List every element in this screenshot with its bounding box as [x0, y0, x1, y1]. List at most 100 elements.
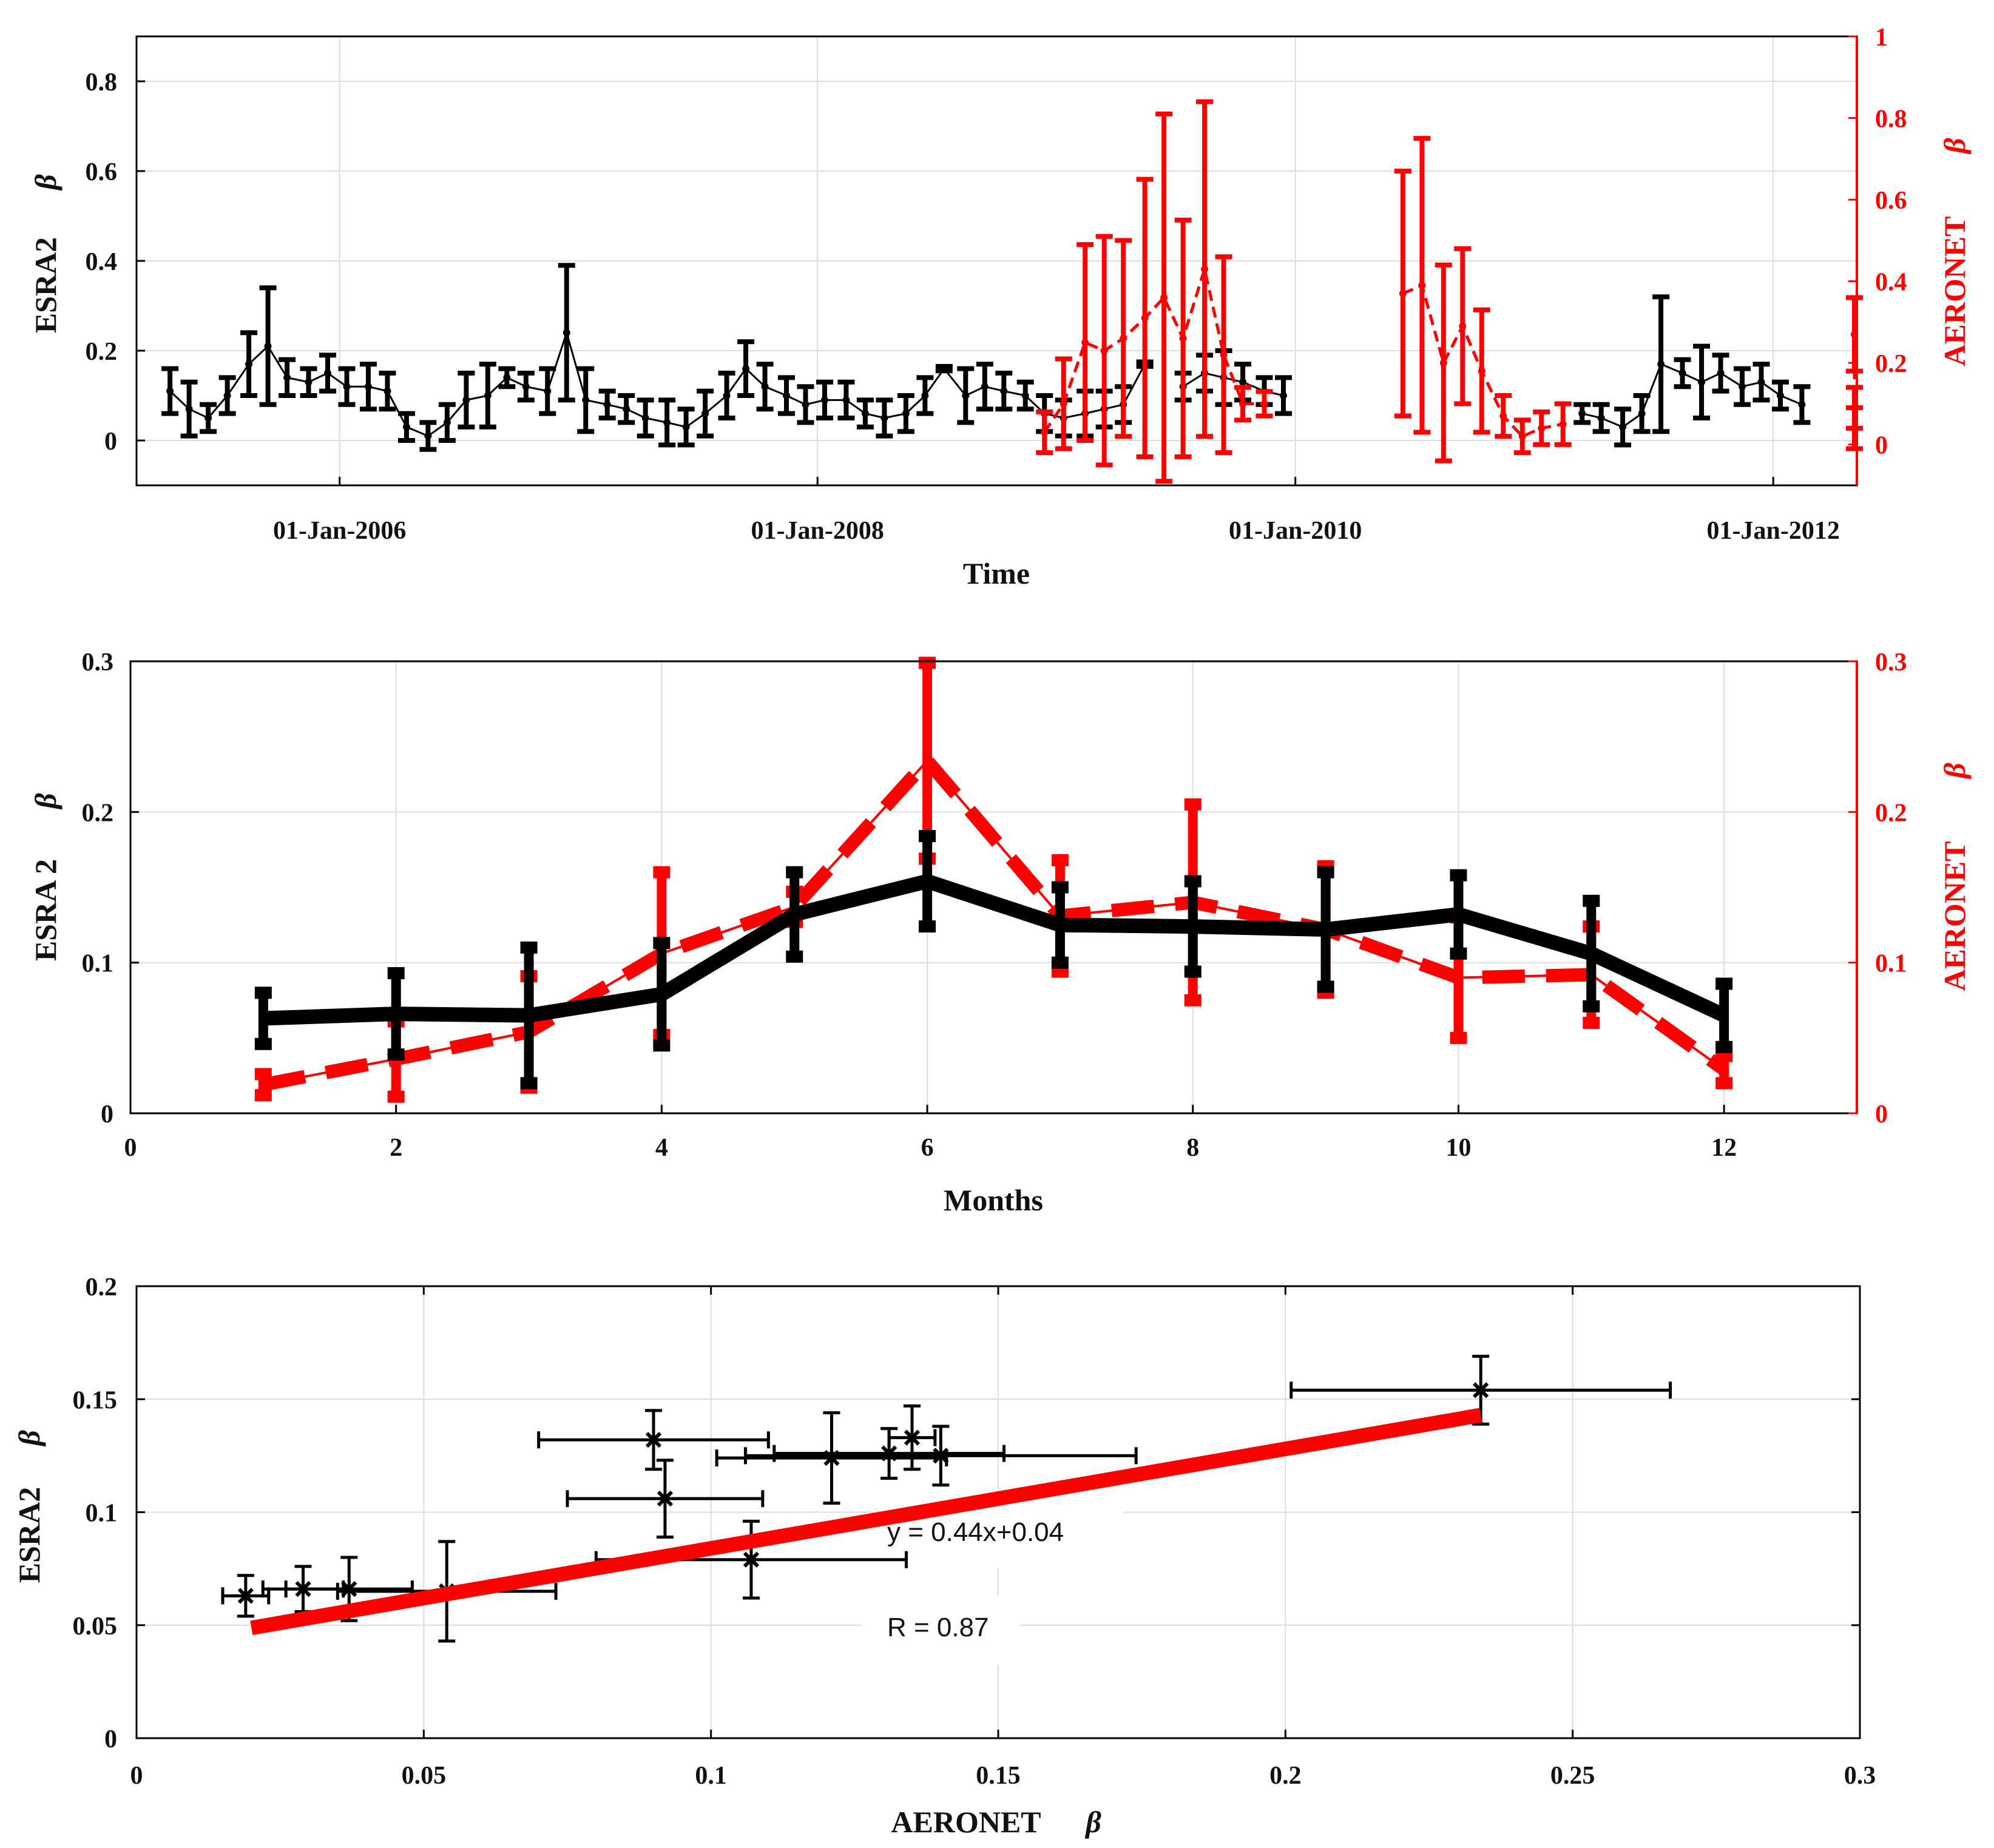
top-y-ticks-right: 0 0.2 0.4 0.6 0.8 1: [1848, 24, 1907, 460]
point-marker-5: [657, 1491, 674, 1507]
top-esra2-point-1-5: [1280, 392, 1287, 399]
middle-y-axis-label-left: ESRA 2 β: [29, 793, 63, 961]
top-esra2-point-0-2: [204, 414, 212, 422]
middle-esra2-cap-bottom-0: [254, 1037, 272, 1050]
top-esra2-point-0-39: [940, 365, 948, 373]
bottom-ytick-label-3: 0.15: [73, 1386, 118, 1414]
top-esra2-point-0-8: [324, 369, 331, 377]
top-xtick-label-2: 01-Jan-2010: [1229, 517, 1362, 545]
equation-annotation: y = 0.44x+0.04: [887, 1517, 1064, 1547]
middle-esra2-cap-bottom-6: [1051, 956, 1069, 969]
middle-esra2-cap-bottom-9: [1450, 947, 1467, 960]
point-marker-0: [237, 1588, 254, 1604]
top-aeronet-point-0-7: [1179, 334, 1187, 342]
top-x-ticks: 01-Jan-2006 01-Jan-2008 01-Jan-2010 01-Jan-…: [273, 477, 1840, 545]
top-esra2-line-2: [1581, 363, 1803, 428]
bottom-ylabel-text: ESRA2: [12, 1487, 46, 1583]
top-esra2-point-0-14: [443, 419, 451, 427]
bottom-xtick-label-2: 0.1: [695, 1762, 727, 1790]
top-esra2-line-0: [169, 329, 1146, 437]
top-esra2-point-0-10: [364, 383, 372, 391]
bottom-ytick-label-4: 0.2: [86, 1273, 118, 1301]
top-esra2-point-0-42: [1000, 387, 1008, 395]
bottom-ytick-label-2: 0.1: [86, 1500, 118, 1528]
top-esra2-point-2-9: [1757, 378, 1765, 386]
bottom-xtick-label-0: 0: [130, 1762, 143, 1790]
top-esra2-point-0-17: [503, 374, 511, 382]
middle-aeronet-cap-top-0: [254, 1068, 272, 1081]
top-ytick-right-label-5: 1: [1875, 24, 1888, 52]
top-aeronet-point-1-3: [1459, 322, 1467, 330]
point-marker-11: [1473, 1382, 1489, 1398]
middle-esra2-cap-top-10: [1583, 894, 1600, 907]
top-esra2-point-0-15: [462, 396, 470, 404]
middle-ytick-left-label-3: 0.3: [82, 649, 114, 676]
regression-line: [250, 1408, 1482, 1636]
point-marker-4: [645, 1432, 662, 1448]
top-aeronet-point-0-8: [1201, 265, 1209, 273]
middle-aeronet-cap-bottom-10: [1583, 1017, 1600, 1029]
top-esra2-point-0-11: [384, 387, 391, 395]
middle-ytick-left-label-2: 0.2: [82, 799, 114, 827]
middle-esra2-cap-bottom-2: [520, 1077, 538, 1090]
top-esra2-point-0-1: [185, 405, 193, 413]
top-aeronet-point-0-10: [1239, 400, 1247, 408]
top-esra2-point-0-36: [880, 414, 888, 422]
middle-series-esra2: [254, 830, 1733, 1090]
top-esra2-point-0-30: [761, 383, 769, 391]
top-esra2-point-2-1: [1597, 414, 1605, 422]
middle-esra2-cap-bottom-3: [653, 1039, 671, 1052]
middle-aeronet-cap-top-6: [1051, 854, 1069, 866]
top-xtick-label-1: 01-Jan-2008: [751, 517, 884, 545]
top-y-ticks-left: 0 0.2 0.4 0.6 0.8: [86, 69, 145, 456]
top-series-aeronet: [1036, 99, 1863, 484]
middle-esra2-cap-top-2: [520, 941, 538, 954]
middle-esra2-cap-top-6: [1051, 881, 1069, 894]
bottom-xtick-label-4: 0.2: [1269, 1762, 1302, 1790]
middle-x-axis-label: Months: [944, 1183, 1043, 1217]
middle-aeronet-cap-bottom-11: [1715, 1077, 1733, 1090]
top-esra2-point-0-4: [245, 360, 253, 368]
middle-xtick-label-4: 8: [1186, 1134, 1199, 1162]
middle-aeronet-cap-bottom-0: [254, 1089, 272, 1102]
middle-esra2-line: [263, 874, 1728, 1026]
middle-ytick-left-label-1: 0.1: [82, 950, 114, 978]
middle-ylabel-right-text: AERONET: [1938, 841, 1972, 991]
top-esra2-point-2-4: [1657, 360, 1665, 368]
middle-esra2-cap-bottom-1: [387, 1048, 405, 1061]
bottom-xlabel-beta: β: [1084, 1805, 1101, 1839]
top-aeronet-point-0-4: [1120, 334, 1127, 342]
top-ylabel-right-beta: β: [1938, 138, 1972, 155]
middle-ylabel-left-text: ESRA 2: [29, 859, 63, 961]
top-esra2-point-2-3: [1638, 410, 1646, 417]
top-esra2-point-0-41: [981, 383, 989, 391]
bottom-xtick-label-5: 0.25: [1550, 1762, 1595, 1790]
top-aeronet-point-1-6: [1518, 433, 1526, 440]
middle-aeronet-cap-top-5: [919, 656, 936, 669]
top-y-axis-label-right: AERONET β: [1938, 138, 1972, 366]
middle-ylabel-left-beta: β: [29, 793, 63, 810]
top-esra2-point-1-3: [1239, 378, 1247, 386]
top-esra2-point-0-32: [802, 400, 809, 408]
top-aeronet-point-0-0: [1041, 428, 1049, 436]
top-aeronet-point-1-7: [1538, 424, 1546, 432]
top-esra2-point-0-24: [641, 414, 649, 422]
top-aeronet-point-1-1: [1418, 282, 1426, 289]
top-esra2-point-0-22: [603, 400, 611, 408]
top-esra2-point-0-3: [223, 392, 231, 399]
top-esra2-point-0-33: [821, 396, 828, 404]
bottom-ylabel-beta: β: [12, 1430, 46, 1447]
top-aeronet-point-1-0: [1399, 289, 1407, 297]
top-aeronet-point-1-2: [1439, 359, 1447, 367]
top-aeronet-point-0-6: [1160, 294, 1168, 302]
middle-esra2-cap-bottom-4: [786, 950, 803, 963]
top-esra2-point-2-8: [1739, 383, 1746, 391]
top-esra2-point-0-35: [861, 410, 869, 417]
top-ytick-right-label-4: 0.8: [1875, 106, 1907, 133]
bottom-xtick-label-1: 0.05: [402, 1762, 447, 1790]
bottom-y-ticks: 0 0.05 0.1 0.15 0.2: [73, 1273, 1860, 1753]
top-ytick-left-label-2: 0.4: [86, 248, 118, 276]
top-esra2-point-0-34: [842, 396, 850, 404]
top-gridlines: [137, 36, 1857, 485]
